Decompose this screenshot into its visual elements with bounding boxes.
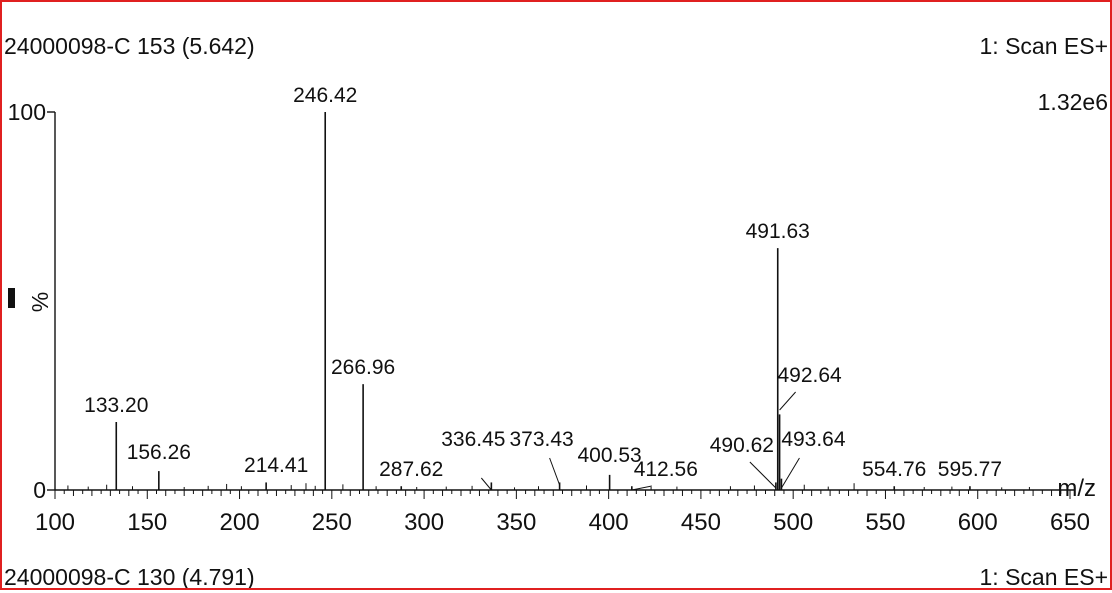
peak-label-595-77: 595.77 xyxy=(938,458,1002,481)
peak-label-400-53: 400.53 xyxy=(577,444,641,467)
x-tick-label-650: 650 xyxy=(1050,509,1090,536)
sample-id-top: 24000098-C 153 (5.642) xyxy=(4,33,255,59)
peak-label-554-76: 554.76 xyxy=(862,458,926,481)
peak-label-490-62: 490.62 xyxy=(710,434,774,457)
y-tick-label-0: 0 xyxy=(33,477,46,503)
peak-leader-492-64 xyxy=(779,391,796,411)
axes: 0 100 xyxy=(8,99,1074,503)
peak-leader-336-45 xyxy=(480,477,492,491)
x-tick-label-200: 200 xyxy=(220,509,260,536)
peak-label-492-64: 492.64 xyxy=(777,364,842,387)
y-axis-label: % xyxy=(27,292,53,312)
peak-label-412-56: 412.56 xyxy=(634,458,698,481)
peak-leader-373-43 xyxy=(549,457,561,486)
scan-mode-top: 1: Scan ES+ xyxy=(980,33,1109,59)
labeled-peaks: 133.20 156.26 214.41 246.42 266.96 287.62 336.… xyxy=(84,84,1002,491)
sample-id-bottom: 24000098-C 130 (4.791) xyxy=(4,564,255,588)
x-tick-label-350: 350 xyxy=(496,509,536,536)
peak-label-266-96: 266.96 xyxy=(331,356,395,379)
peak-label-156-26: 156.26 xyxy=(127,441,191,464)
minor-peaks xyxy=(67,483,1030,490)
x-axis-label: m/z xyxy=(1057,475,1096,502)
peak-leader-493-64 xyxy=(781,457,800,489)
x-tick-label-150: 150 xyxy=(127,509,167,536)
x-tick-label-400: 400 xyxy=(589,509,629,536)
peak-label-493-64: 493.64 xyxy=(781,428,846,451)
scan-mode-bottom: 1: Scan ES+ xyxy=(980,564,1109,588)
x-tick-label-100: 100 xyxy=(35,509,75,536)
intensity-label: 1.32e6 xyxy=(1038,89,1108,115)
x-tick-label-300: 300 xyxy=(404,509,444,536)
scroll-marker xyxy=(8,288,15,308)
x-tick-label-450: 450 xyxy=(681,509,721,536)
y-tick-label-100: 100 xyxy=(8,99,46,125)
peak-label-287-62: 287.62 xyxy=(379,458,443,481)
peak-leader-490-62 xyxy=(749,461,777,489)
peak-label-246-42: 246.42 xyxy=(293,84,357,107)
x-tick-label-250: 250 xyxy=(312,509,352,536)
x-tick-labels: 100 150 200 250 300 350 400 450 500 550 600 650 xyxy=(35,509,1090,536)
peak-label-491-63: 491.63 xyxy=(746,220,810,243)
peak-label-214-41: 214.41 xyxy=(244,454,308,477)
x-tick-label-550: 550 xyxy=(865,509,905,536)
peak-label-133-20: 133.20 xyxy=(84,394,148,417)
peak-leader-412-56 xyxy=(631,485,652,491)
peak-label-373-43: 373.43 xyxy=(509,428,573,451)
peak-label-336-45: 336.45 xyxy=(441,428,505,451)
x-tick-label-600: 600 xyxy=(958,509,998,536)
x-tick-label-500: 500 xyxy=(773,509,813,536)
